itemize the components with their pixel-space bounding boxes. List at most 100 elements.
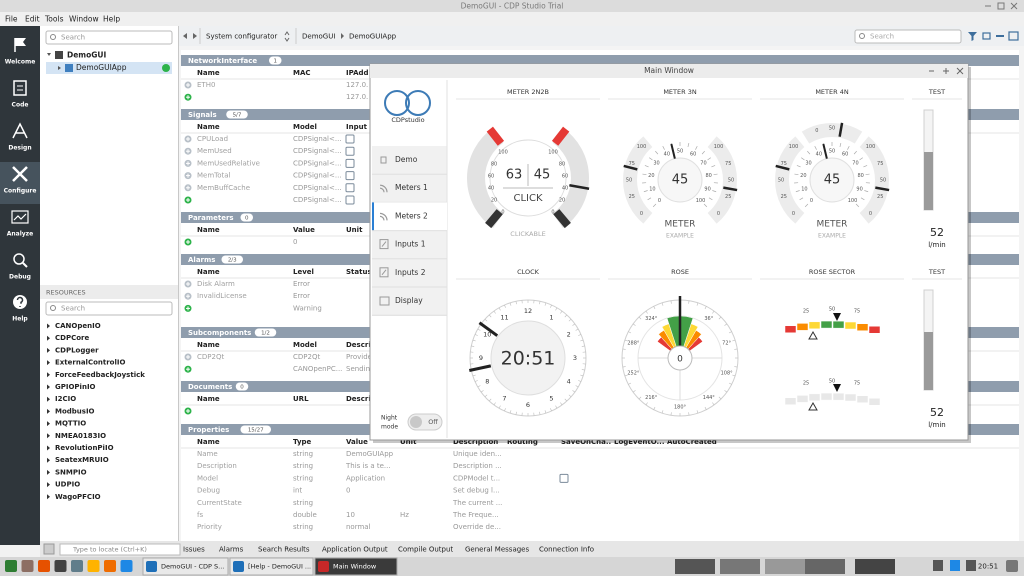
search-box[interactable] xyxy=(45,30,173,45)
launcher-icon[interactable] xyxy=(38,560,50,572)
menu-item[interactable]: Edit xyxy=(25,15,40,24)
output-tab[interactable]: Alarms xyxy=(219,546,244,554)
launcher-icon[interactable] xyxy=(71,560,83,572)
nav-item[interactable]: Meters 2 xyxy=(395,211,428,220)
output-tab[interactable]: Connection Info xyxy=(539,546,594,554)
launcher-icon[interactable] xyxy=(104,560,116,572)
needle xyxy=(794,173,799,176)
resource-item[interactable]: SNMPIO xyxy=(55,468,87,476)
mode-label[interactable]: Code xyxy=(12,102,29,109)
resource-item[interactable]: WagoPFCIO xyxy=(55,493,101,501)
task-button[interactable] xyxy=(314,557,398,576)
mode-icon xyxy=(22,262,28,268)
section-title[interactable]: Documents xyxy=(188,383,232,391)
output-bar xyxy=(40,541,1024,557)
resource-item[interactable]: ModbusIO xyxy=(55,407,95,415)
breadcrumb[interactable]: System configurator xyxy=(206,33,277,41)
nav-item[interactable]: Demo xyxy=(395,155,418,164)
search-box[interactable] xyxy=(854,29,962,44)
mode-label[interactable]: Configure xyxy=(4,188,37,195)
scale-label: 50 xyxy=(829,379,835,385)
search-icon xyxy=(50,305,56,311)
resource-item[interactable]: CDPCore xyxy=(55,334,89,342)
menu-item[interactable]: File xyxy=(5,15,18,24)
section-title[interactable]: Parameters xyxy=(188,214,234,222)
mode-label[interactable]: Welcome xyxy=(5,59,36,66)
mode-label[interactable]: Analyze xyxy=(7,231,34,238)
column-header: Status xyxy=(346,268,372,276)
section-title[interactable]: Signals xyxy=(188,111,217,119)
checkbox[interactable] xyxy=(345,183,355,193)
cell: 10 xyxy=(346,511,355,519)
output-tab[interactable]: Issues xyxy=(183,546,205,554)
sector-segment xyxy=(868,397,881,406)
resource-item[interactable]: ExternalControlIO xyxy=(55,359,125,367)
checkbox[interactable] xyxy=(345,195,355,205)
menu-item[interactable]: Window xyxy=(69,15,99,24)
toggle-label: Off xyxy=(428,418,438,426)
section-title[interactable]: NetworkInterface xyxy=(188,57,257,65)
nav-item[interactable]: Inputs 2 xyxy=(395,268,426,277)
task-button[interactable] xyxy=(142,557,229,576)
resource-item[interactable]: ForceFeedbackJoystick xyxy=(55,371,145,379)
launcher-icon[interactable] xyxy=(5,560,17,572)
tray-icon xyxy=(950,560,960,571)
section-title[interactable]: Alarms xyxy=(188,256,215,264)
checkbox[interactable] xyxy=(345,158,355,168)
scale-label: 50 xyxy=(626,178,632,184)
checkbox[interactable] xyxy=(345,134,355,144)
breadcrumb[interactable]: DemoGUIApp xyxy=(349,33,397,41)
section-title[interactable]: Subcomponents xyxy=(188,329,251,337)
nav-item[interactable]: Meters 1 xyxy=(395,183,428,192)
launcher-icon[interactable] xyxy=(54,560,67,572)
needle xyxy=(795,190,800,193)
launcher-icon[interactable] xyxy=(21,560,34,572)
nav-item[interactable]: Display xyxy=(395,296,423,305)
menu-item[interactable]: Help xyxy=(103,15,120,24)
breadcrumb[interactable]: DemoGUI xyxy=(302,33,335,41)
launcher-icon[interactable] xyxy=(87,560,100,572)
cell: Priority xyxy=(197,523,222,531)
nav-item[interactable]: Inputs 1 xyxy=(395,240,426,249)
tree-icon xyxy=(55,51,63,59)
mode-label[interactable]: Design xyxy=(8,145,31,152)
cell: 0 xyxy=(346,487,350,495)
tree-item[interactable]: DemoGUIApp xyxy=(76,63,127,72)
launcher-icon[interactable] xyxy=(120,560,133,572)
checkbox[interactable] xyxy=(559,473,569,483)
sidebar-toggle[interactable] xyxy=(43,543,55,555)
tree-arrow xyxy=(47,445,50,451)
resource-item[interactable]: MQTTIO xyxy=(55,420,86,428)
task-button[interactable] xyxy=(229,557,314,576)
gauge-band xyxy=(552,128,589,228)
output-tab[interactable]: Search Results xyxy=(258,546,310,554)
checkbox[interactable] xyxy=(345,171,355,181)
needle xyxy=(550,408,552,412)
cell: CDP2Qt xyxy=(197,353,224,361)
menu-item[interactable]: Tools xyxy=(44,15,64,24)
resource-item[interactable]: GPIOPinIO xyxy=(55,383,96,391)
click-button[interactable]: CLICK xyxy=(513,193,542,204)
resource-item[interactable]: NMEA0183IO xyxy=(55,432,106,440)
resource-item[interactable]: UDPIO xyxy=(55,481,80,489)
tree-item[interactable]: DemoGUI xyxy=(67,51,107,60)
output-tab[interactable]: Application Output xyxy=(322,546,388,554)
mode-label[interactable]: Debug xyxy=(9,274,31,281)
resource-item[interactable]: RevolutionPiIO xyxy=(55,444,114,452)
filter-icon xyxy=(968,32,977,41)
needle xyxy=(822,143,828,159)
resource-item[interactable]: I2CIO xyxy=(55,395,76,403)
locate-box[interactable] xyxy=(59,543,181,556)
needle xyxy=(859,157,863,161)
mode-label[interactable]: Help xyxy=(12,316,28,323)
resource-item[interactable]: SeatexMRUIO xyxy=(55,456,109,464)
section-title[interactable]: Properties xyxy=(188,426,229,434)
output-tab[interactable]: General Messages xyxy=(465,546,529,554)
search-box[interactable] xyxy=(45,301,173,316)
output-tab[interactable]: Compile Output xyxy=(398,546,453,554)
resource-item[interactable]: CDPLogger xyxy=(55,346,99,354)
scale-label: 100 xyxy=(789,144,799,150)
task-icon xyxy=(233,561,244,572)
checkbox[interactable] xyxy=(345,146,355,156)
resource-item[interactable]: CANOpenIO xyxy=(55,322,101,330)
